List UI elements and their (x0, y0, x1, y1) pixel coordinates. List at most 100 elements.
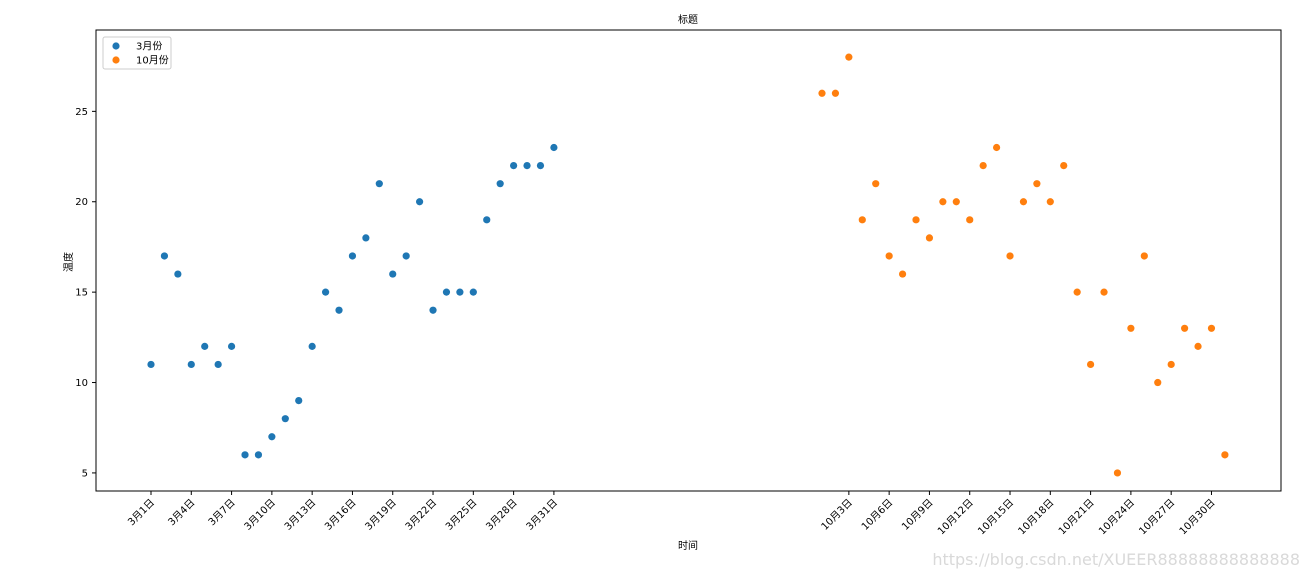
x-tick-label: 10月18日 (1016, 497, 1057, 538)
y-tick-label: 10 (75, 378, 88, 389)
october-point (912, 216, 920, 224)
y-tick-label: 5 (82, 468, 88, 479)
october-point (1207, 324, 1216, 332)
x-tick-label: 3月31日 (524, 497, 560, 533)
x-tick-label: 3月25日 (443, 497, 479, 533)
x-tick-label: 10月21日 (1056, 497, 1097, 538)
march-point (201, 342, 209, 350)
october-point (1019, 198, 1028, 206)
x-tick-label: 3月7日 (206, 497, 238, 529)
x-tick-label: 10月9日 (899, 497, 935, 533)
march-point (496, 180, 504, 188)
october-point (952, 198, 960, 206)
october-point (872, 180, 880, 188)
data-points (147, 53, 1229, 477)
march-point (254, 451, 263, 459)
y-axis-title: 温度 (62, 252, 75, 272)
october-point (1060, 161, 1068, 170)
watermark-url: https://blog.csdn.net/XUEER8888888888888… (932, 550, 1300, 569)
october-point (1181, 324, 1189, 332)
march-point (550, 143, 558, 152)
x-tick-label: 10月30日 (1177, 497, 1218, 538)
march-point (348, 252, 357, 260)
october-point (845, 53, 853, 61)
march-point (483, 216, 491, 224)
october-point (1046, 198, 1054, 206)
march-point (536, 161, 545, 170)
october-point (818, 89, 826, 97)
october-point (979, 161, 987, 170)
march-point (469, 288, 477, 296)
legend-box (102, 36, 172, 70)
march-point (281, 415, 289, 423)
x-axis-title: 时间 (678, 539, 698, 552)
march-point (187, 360, 195, 369)
march-point (389, 270, 397, 278)
y-tick-label: 25 (75, 107, 88, 118)
october-point (858, 216, 866, 224)
x-tick-label: 3月1日 (125, 497, 157, 529)
x-tick-label: 10月27日 (1137, 497, 1178, 538)
october-point (1127, 324, 1135, 332)
legend-marker-october (112, 56, 120, 64)
y-tick-label: 15 (75, 288, 88, 299)
october-point (939, 198, 947, 206)
x-tick-label: 10月24日 (1096, 497, 1137, 538)
march-point (321, 288, 330, 296)
x-tick-label: 3月22日 (403, 497, 439, 533)
march-point (429, 306, 437, 314)
october-point (831, 89, 840, 97)
march-point (227, 342, 236, 350)
legend-marker-march (112, 42, 120, 50)
plot-area (95, 29, 1282, 492)
x-tick-label: 10月3日 (819, 497, 855, 533)
x-tick-label: 3月10日 (242, 497, 278, 533)
march-point (268, 433, 276, 441)
march-point (375, 180, 383, 188)
october-point (925, 234, 934, 242)
march-point (416, 198, 424, 206)
x-tick-label: 3月16日 (322, 497, 358, 533)
march-point (241, 451, 249, 459)
march-point (295, 397, 303, 405)
march-point (456, 288, 464, 296)
october-point (1100, 288, 1108, 296)
october-point (992, 143, 1001, 152)
march-point (214, 360, 222, 369)
march-point (362, 234, 370, 242)
legend: 3月份 10月份 (102, 36, 172, 70)
march-point (147, 360, 155, 369)
october-point (966, 216, 974, 224)
october-point (885, 252, 893, 260)
march-point (523, 161, 531, 170)
october-point (1073, 288, 1081, 296)
chart-title: 标题 (678, 14, 698, 26)
x-tick-label: 3月28日 (484, 497, 520, 533)
march-point (160, 252, 169, 260)
october-point (1194, 342, 1202, 350)
x-tick-label: 10月6日 (859, 497, 895, 533)
y-tick-label: 20 (75, 197, 88, 208)
october-point (1033, 180, 1041, 188)
x-axis: 3月1日 3月4日 3月7日 3月10日 3月13日 3月16日 3月19日 3月22日 3月2… (125, 491, 1218, 538)
x-tick-label: 3月13日 (282, 497, 318, 533)
october-point (898, 270, 907, 278)
october-point (1113, 469, 1122, 477)
march-point (510, 161, 518, 170)
march-point (308, 342, 316, 350)
x-tick-label: 10月15日 (976, 497, 1017, 538)
legend-label-march: 3月份 (136, 41, 162, 53)
october-point (1087, 360, 1095, 369)
x-tick-label: 3月4日 (166, 497, 198, 529)
x-tick-label: 10月12日 (935, 497, 976, 538)
march-point (335, 306, 343, 314)
october-point (1140, 252, 1148, 260)
october-point (1154, 378, 1162, 387)
october-point (1006, 252, 1014, 260)
october-point (1221, 451, 1229, 459)
october-point (1167, 360, 1175, 369)
march-point (174, 270, 182, 278)
x-tick-label: 3月19日 (363, 497, 399, 533)
y-axis: 5 10 15 20 25 (75, 107, 96, 479)
